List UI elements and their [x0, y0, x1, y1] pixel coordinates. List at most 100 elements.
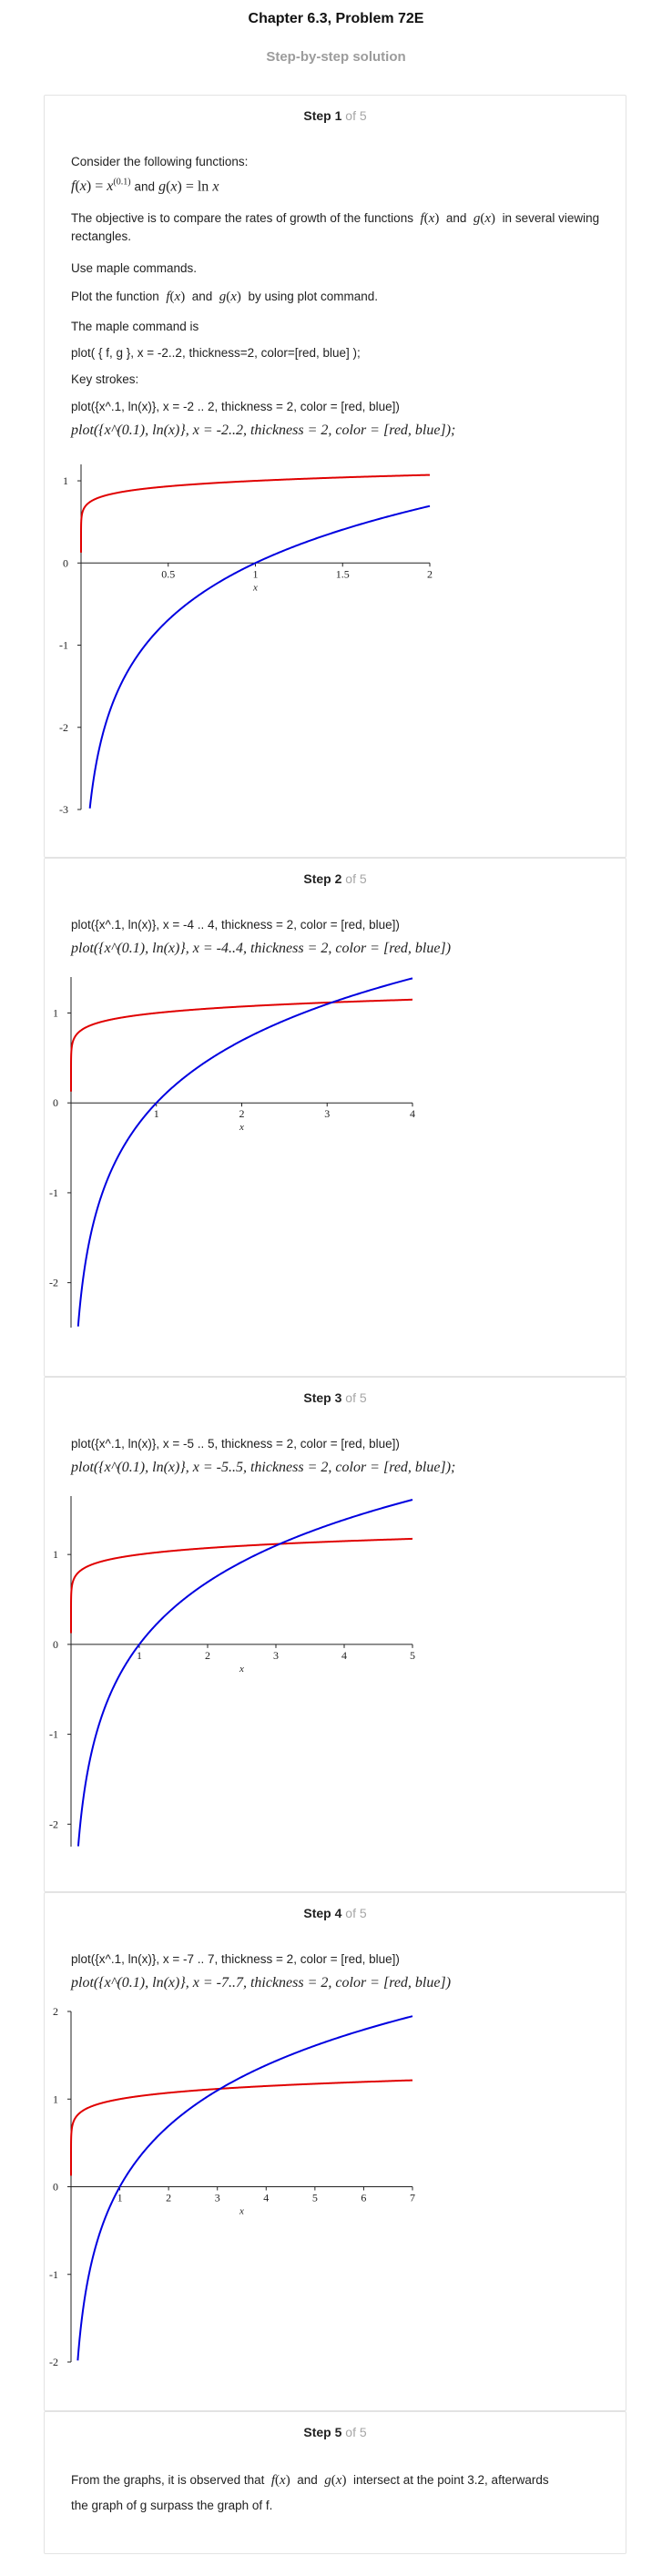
- maple-command-label: The maple command is: [71, 320, 199, 333]
- y-tick-label: -1: [59, 639, 68, 652]
- pretty-command: plot({x^(0.1), ln(x)}, x = -7..7, thickn…: [71, 1975, 452, 1991]
- function-definitions: f(x) = x(0.1) and g(x) = ln x: [71, 178, 219, 195]
- x-tick-label: 2: [239, 1107, 245, 1120]
- plot-chart-4: 1 2 3 4 5 6 7 x 2 1 0 -1 -2: [49, 2005, 415, 2368]
- y-tick-label: 1: [53, 1548, 58, 1561]
- y-tick-label: -1: [49, 1728, 58, 1741]
- series-line: [80, 473, 431, 553]
- y-tick-label: 0: [53, 1638, 58, 1651]
- step-of-total: of 5: [345, 1906, 367, 1920]
- y-tick-label: -2: [59, 721, 68, 734]
- step-card-3: Step 3 of 5 plot({x^.1, ln(x)}, x = -5 .…: [44, 1377, 626, 1892]
- series-line: [76, 2015, 413, 2361]
- plot-chart-2: 1 2 3 4 x 1 0 -1 -2: [49, 977, 415, 1328]
- f-of-x: f(x): [416, 211, 440, 226]
- y-tick-label: 0: [53, 1096, 58, 1109]
- y-tick-label: 0: [63, 556, 68, 569]
- plot-chart-3: 1 2 3 4 5 x 1 0 -1 -2: [49, 1496, 415, 1847]
- series-line: [76, 1499, 413, 1847]
- step-card-1: Step 1 of 5 Consider the following funct…: [44, 95, 626, 858]
- step-label: Step 5: [303, 2425, 342, 2439]
- x-tick-label: 0.5: [161, 567, 175, 580]
- x-axis-label: x: [239, 1664, 244, 1675]
- step-card-4: Step 4 of 5 plot({x^.1, ln(x)}, x = -7 .…: [44, 1892, 626, 2411]
- x-tick-label: 1: [154, 1107, 159, 1120]
- page-subtitle: Step-by-step solution: [266, 49, 406, 65]
- step-of-total: of 5: [345, 108, 367, 123]
- keystroke-command: plot({x^.1, ln(x)}, x = -7 .. 7, thickne…: [71, 1952, 400, 1966]
- x-tick-label: 1.5: [336, 567, 350, 580]
- x-tick-label: 3: [215, 2192, 220, 2204]
- step-of-total: of 5: [345, 2425, 367, 2439]
- keystroke-command: plot({x^.1, ln(x)}, x = -4 .. 4, thickne…: [71, 918, 400, 932]
- and-word: and: [134, 179, 156, 194]
- step-of-total: of 5: [345, 871, 367, 886]
- key-strokes-label: Key strokes:: [71, 372, 139, 386]
- keystroke-command: plot({x^.1, ln(x)}, x = -5 .. 5, thickne…: [71, 1437, 400, 1451]
- y-tick-label: -2: [49, 2356, 58, 2368]
- pretty-command: plot({x^(0.1), ln(x)}, x = -5..5, thickn…: [71, 1460, 456, 1475]
- objective-text: The objective is to compare the rates of…: [71, 211, 600, 243]
- x-tick-label: 5: [312, 2192, 318, 2204]
- y-tick-label: -3: [59, 803, 68, 816]
- g-of-x: g(x): [216, 290, 241, 304]
- y-tick-label: 0: [53, 2181, 58, 2194]
- g-of-x: g(x): [321, 2473, 347, 2488]
- x-tick-label: 3: [273, 1649, 279, 1662]
- step-header: Step 2 of 5: [45, 871, 626, 886]
- pretty-command: plot({x^(0.1), ln(x)}, x = -4..4, thickn…: [71, 941, 452, 956]
- plot-instruction: Plot the function f(x) and g(x) by using…: [71, 290, 379, 304]
- x-tick-label: 1: [117, 2192, 123, 2204]
- plot-chart-1: 0.5 1 1.5 2 x 1 0 -1 -2 -3: [59, 464, 433, 816]
- step-label: Step 1: [303, 108, 342, 123]
- f-definition: f(x) = x(0.1): [71, 178, 131, 195]
- pretty-command: plot({x^(0.1), ln(x)}, x = -2..2, thickn…: [71, 423, 456, 438]
- step-of-total: of 5: [345, 1390, 367, 1405]
- keystroke-command: plot({x^.1, ln(x)}, x = -2 .. 2, thickne…: [71, 400, 400, 413]
- x-axis-label: x: [239, 2206, 244, 2217]
- g-of-x: g(x): [470, 211, 496, 226]
- y-tick-label: -1: [49, 1186, 58, 1199]
- maple-command: plot( { f, g }, x = -2..2, thickness=2, …: [71, 346, 361, 360]
- step-card-5: Step 5 of 5 From the graphs, it is obser…: [44, 2411, 626, 2554]
- step-header: Step 5 of 5: [45, 2425, 626, 2439]
- step-header: Step 3 of 5: [45, 1390, 626, 1405]
- series-line: [70, 1537, 413, 1634]
- series-line: [70, 2079, 413, 2176]
- f-of-x: f(x): [268, 2473, 290, 2488]
- x-axis-label: x: [252, 582, 258, 593]
- series-line: [70, 998, 413, 1092]
- x-tick-label: 4: [341, 1649, 347, 1662]
- y-tick-label: 2: [53, 2005, 58, 2018]
- x-tick-label: 2: [205, 1649, 210, 1662]
- y-tick-label: -1: [49, 2268, 58, 2281]
- use-maple-text: Use maple commands.: [71, 261, 198, 275]
- step-header: Step 4 of 5: [45, 1906, 626, 1920]
- series-line: [88, 504, 431, 809]
- x-tick-label: 2: [427, 567, 433, 580]
- x-tick-label: 4: [410, 1107, 415, 1120]
- intro-text: Consider the following functions:: [71, 155, 249, 168]
- x-tick-label: 6: [361, 2192, 366, 2204]
- x-tick-label: 4: [263, 2192, 269, 2204]
- x-tick-label: 7: [410, 2192, 415, 2204]
- g-definition: g(x) = ln x: [158, 178, 219, 195]
- y-tick-label: 1: [63, 474, 68, 487]
- step-label: Step 3: [303, 1390, 342, 1405]
- x-axis-label: x: [239, 1122, 244, 1133]
- page-title: Chapter 6.3, Problem 72E: [248, 11, 424, 26]
- x-tick-label: 5: [410, 1649, 415, 1662]
- y-tick-label: 1: [53, 2092, 58, 2105]
- step-label: Step 4: [303, 1906, 342, 1920]
- step-header: Step 1 of 5: [45, 108, 626, 123]
- step-card-2: Step 2 of 5 plot({x^.1, ln(x)}, x = -4 .…: [44, 858, 626, 1377]
- y-tick-label: 1: [53, 1006, 58, 1019]
- step-label: Step 2: [303, 871, 342, 886]
- x-tick-label: 1: [253, 567, 259, 580]
- series-line: [76, 977, 413, 1327]
- y-tick-label: -2: [49, 1817, 58, 1830]
- f-of-x: f(x): [162, 290, 186, 304]
- x-tick-label: 2: [166, 2192, 171, 2204]
- x-tick-label: 1: [137, 1649, 142, 1662]
- conclusion-text: From the graphs, it is observed that f(x…: [71, 2473, 549, 2512]
